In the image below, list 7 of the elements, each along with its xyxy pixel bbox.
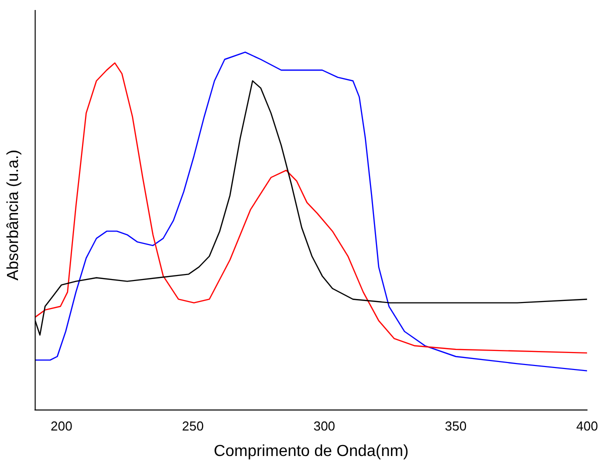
x-tick-label: 300 [313, 418, 336, 434]
x-tick-label: 400 [576, 418, 598, 434]
x-tick-label: 250 [182, 418, 204, 434]
x-tick-label: 350 [444, 418, 467, 434]
x-axis-title: Comprimento de Onda(nm) [214, 442, 409, 460]
x-tick-label: 200 [50, 418, 72, 434]
y-axis-title: Absorbância (u.a.) [5, 150, 22, 280]
